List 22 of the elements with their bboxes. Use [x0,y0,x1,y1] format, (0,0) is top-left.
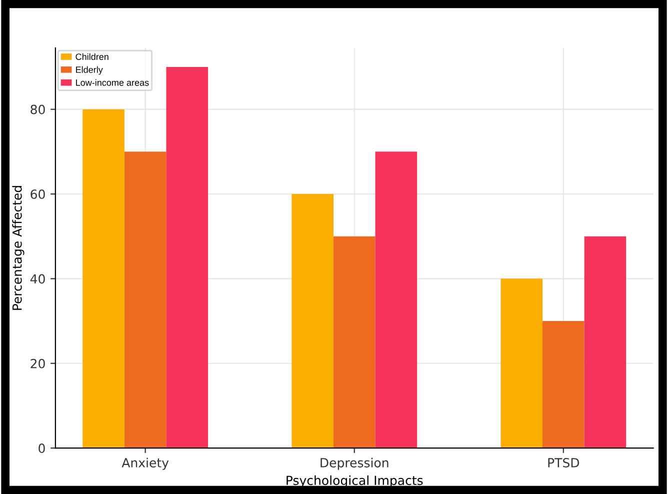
bar [500,278,543,448]
bar [542,321,584,448]
x-tick-label: Depression [320,458,388,470]
bar [333,236,376,448]
bar [584,236,626,448]
y-axis-title: Percentage Affected [12,186,24,310]
y-tick-label: 80 [30,104,45,114]
bar [375,152,418,448]
x-tick-label: Anxiety [122,458,169,470]
legend-label: Low-income areas [76,79,149,86]
y-tick-label: 20 [30,358,45,368]
y-tick-label: 40 [30,274,45,284]
y-tick-label: 60 [30,189,45,199]
legend-label: Children [76,53,108,60]
x-tick-label: PTSD [548,458,580,468]
bar [166,66,208,448]
bar [292,194,334,448]
y-tick-label: 0 [38,444,45,453]
x-axis-title: Psychological Impacts [286,475,423,488]
bar [82,109,124,448]
legend-label: Elderly [76,66,103,75]
bar [124,152,166,448]
